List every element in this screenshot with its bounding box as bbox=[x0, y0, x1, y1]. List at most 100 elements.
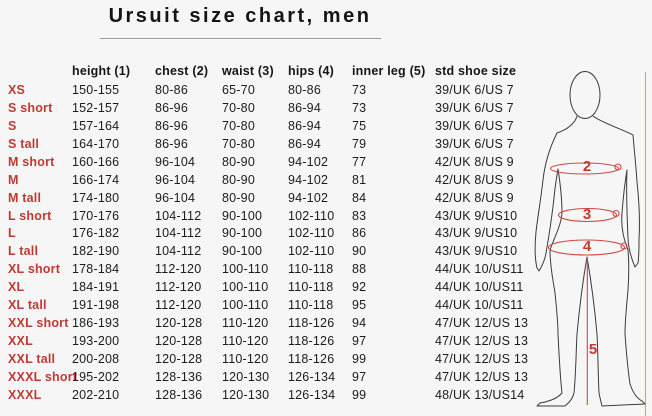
table-row: M tall 174-180 96-104 80-90 94-102 84 42/UK 8/… bbox=[8, 189, 580, 207]
inner-leg-value: 97 bbox=[352, 369, 367, 384]
table-row: XXL tall 200-208 120-128 110-120 118-126 99 47… bbox=[8, 350, 580, 368]
height-value: 184-191 bbox=[72, 280, 120, 295]
table-row: M 166-174 96-104 80-90 94-102 81 42/UK 8/US 9 bbox=[8, 171, 580, 189]
height-value: 164-170 bbox=[72, 136, 120, 151]
chest-value: 86-96 bbox=[155, 100, 188, 115]
hips-value: 86-94 bbox=[288, 136, 321, 151]
inner-leg-value: 83 bbox=[352, 208, 367, 223]
hips-value: 126-134 bbox=[288, 387, 336, 402]
waist-value: 110-120 bbox=[222, 352, 269, 367]
head-outline bbox=[569, 71, 601, 119]
size-label: M short bbox=[8, 154, 55, 169]
inner-leg-value: 88 bbox=[352, 262, 367, 277]
shoe-value: 47/UK 12/US 13 bbox=[435, 334, 529, 349]
inner-leg-value: 81 bbox=[352, 172, 367, 187]
height-value: 200-208 bbox=[72, 352, 120, 367]
hips-value: 118-126 bbox=[288, 352, 335, 367]
table-row: XXL 193-200 120-128 110-120 118-126 97 47/UK 1… bbox=[8, 332, 580, 350]
height-value: 170-176 bbox=[72, 208, 120, 223]
size-label: L bbox=[8, 226, 16, 241]
height-value: 193-200 bbox=[72, 334, 120, 349]
inner-leg-value: 84 bbox=[352, 190, 367, 205]
height-value: 191-198 bbox=[72, 298, 120, 313]
inner-leg-value: 86 bbox=[352, 226, 367, 241]
hips-value: 102-110 bbox=[288, 244, 335, 259]
chest-value: 120-128 bbox=[155, 316, 203, 331]
table-row: XXXL 202-210 128-136 120-130 126-134 99 48/UK … bbox=[8, 386, 580, 404]
waist-value: 100-110 bbox=[222, 298, 269, 313]
shoe-value: 44/UK 10/US11 bbox=[435, 262, 524, 277]
col-header-chest: chest (2) bbox=[155, 63, 209, 78]
table-row: XL 184-191 112-120 100-110 110-118 92 44/UK 10… bbox=[8, 278, 580, 296]
size-label: L tall bbox=[8, 244, 39, 259]
chest-value: 120-128 bbox=[155, 352, 203, 367]
chest-value: 86-96 bbox=[155, 118, 188, 133]
waist-value: 100-110 bbox=[222, 280, 269, 295]
shoe-value: 47/UK 12/US 13 bbox=[435, 316, 529, 331]
chest-value: 128-136 bbox=[155, 369, 203, 384]
inner-leg-value: 75 bbox=[352, 118, 367, 133]
hips-measure-loop bbox=[620, 242, 628, 250]
waist-value: 110-120 bbox=[222, 316, 269, 331]
shoe-value: 43/UK 9/US10 bbox=[435, 208, 518, 223]
waist-value: 80-90 bbox=[222, 190, 255, 205]
waist-value: 120-130 bbox=[222, 369, 270, 384]
height-value: 166-174 bbox=[72, 172, 120, 187]
hips-value: 118-126 bbox=[288, 316, 335, 331]
hips-value: 110-118 bbox=[288, 280, 334, 295]
chest-value: 112-120 bbox=[155, 262, 202, 277]
table-row: XS 150-155 80-86 65-70 80-86 73 39/UK 6/US 7 bbox=[8, 81, 580, 99]
inner-leg-value: 94 bbox=[352, 316, 367, 331]
waist-value: 80-90 bbox=[222, 154, 255, 169]
hips-value: 94-102 bbox=[288, 190, 329, 205]
waist-value: 70-80 bbox=[222, 136, 255, 151]
shoe-value: 47/UK 12/US 13 bbox=[435, 352, 529, 367]
height-value: 182-190 bbox=[72, 244, 120, 259]
table-row: L 176-182 104-112 90-100 102-110 86 43/UK 9/US… bbox=[8, 225, 580, 243]
size-label: XXXL short bbox=[8, 369, 78, 384]
table-row: S short 152-157 86-96 70-80 86-94 73 39/UK 6/U… bbox=[8, 99, 580, 117]
size-label: XS bbox=[8, 82, 26, 97]
inner-leg-value: 77 bbox=[352, 154, 367, 169]
chest-value: 96-104 bbox=[155, 154, 196, 169]
hips-value: 94-102 bbox=[288, 172, 329, 187]
waist-measure-ellipse bbox=[557, 207, 618, 223]
title-underline bbox=[100, 38, 381, 39]
chest-value: 96-104 bbox=[155, 172, 196, 187]
shoe-value: 44/UK 10/US11 bbox=[435, 298, 524, 313]
size-label: S bbox=[8, 118, 17, 133]
col-header-inner-leg: inner leg (5) bbox=[352, 63, 426, 78]
inner-leg-value: 99 bbox=[352, 352, 367, 367]
size-label: XL short bbox=[8, 262, 61, 277]
size-table: height (1) chest (2) waist (3) hips (4) … bbox=[8, 60, 580, 404]
hips-value: 118-126 bbox=[288, 334, 335, 349]
table-row: XXL short 186-193 120-128 110-120 118-126 94 4… bbox=[8, 314, 580, 332]
size-label: XXXL bbox=[8, 387, 42, 402]
chest-value: 86-96 bbox=[155, 136, 188, 151]
chest-value: 120-128 bbox=[155, 334, 203, 349]
size-label: XXL tall bbox=[8, 352, 56, 367]
size-label: XL bbox=[8, 280, 25, 295]
shoe-value: 44/UK 10/US11 bbox=[435, 280, 524, 295]
height-value: 186-193 bbox=[72, 316, 120, 331]
hips-value: 126-134 bbox=[288, 369, 336, 384]
col-header-height: height (1) bbox=[72, 63, 131, 78]
shoe-value: 42/UK 8/US 9 bbox=[435, 190, 514, 205]
col-header-hips: hips (4) bbox=[288, 63, 335, 78]
waist-value: 70-80 bbox=[222, 100, 255, 115]
chest-value: 80-86 bbox=[155, 82, 188, 97]
waist-value: 110-120 bbox=[222, 334, 269, 349]
body-outline bbox=[534, 115, 646, 407]
waist-value: 65-70 bbox=[222, 82, 255, 97]
table-row: M short 160-166 96-104 80-90 94-102 77 42/UK 8… bbox=[8, 153, 580, 171]
shoe-value: 39/UK 6/US 7 bbox=[435, 82, 514, 97]
col-header-shoe-size: std shoe size bbox=[435, 63, 517, 78]
inner-leg-value: 73 bbox=[352, 100, 367, 115]
col-header-waist: waist (3) bbox=[222, 63, 274, 78]
body-measurement-diagram: 2 3 4 5 bbox=[534, 71, 647, 416]
chest-measure-ellipse bbox=[549, 162, 620, 175]
hips-value: 86-94 bbox=[288, 118, 321, 133]
table-row: S tall 164-170 86-96 70-80 86-94 79 39/UK 6/US… bbox=[8, 135, 580, 153]
table-row: S 157-164 86-96 70-80 86-94 75 39/UK 6/US 7 bbox=[8, 117, 580, 135]
height-value: 150-155 bbox=[72, 82, 120, 97]
